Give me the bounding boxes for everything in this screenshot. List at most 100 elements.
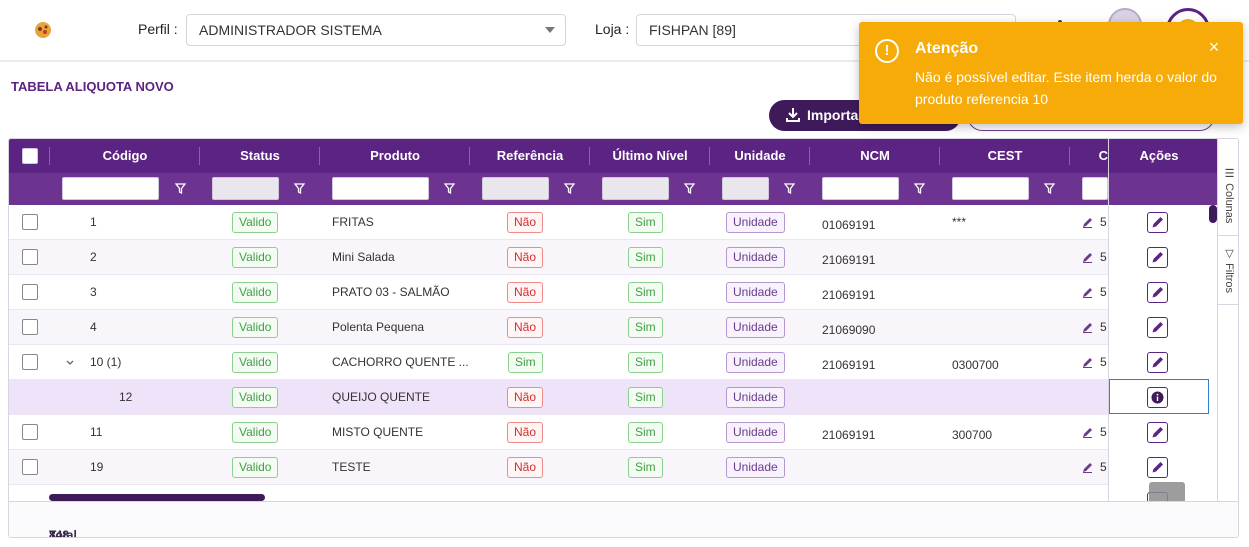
col-ultimo-nivel[interactable]: Último Nível bbox=[612, 148, 688, 163]
columns-tool[interactable]: ☰ Colunas bbox=[1223, 167, 1235, 224]
col-codigo[interactable]: Código bbox=[102, 148, 148, 163]
row-checkbox[interactable] bbox=[22, 249, 38, 265]
col-status[interactable]: Status bbox=[240, 148, 280, 163]
filter-icon[interactable] bbox=[294, 183, 305, 194]
table-row[interactable]: 1 Valido FRITAS Não Sim Unidade 01069191 *** 5 bbox=[9, 205, 1109, 240]
unidade-badge: Unidade bbox=[726, 352, 785, 373]
toast-title: Atenção bbox=[915, 40, 979, 57]
col-cest[interactable]: CEST bbox=[987, 148, 1023, 163]
cell-codigo: 1 bbox=[90, 215, 97, 229]
col-acoes: Ações bbox=[1139, 148, 1179, 163]
ultimo-nivel-badge: Sim bbox=[628, 422, 663, 443]
edit-button[interactable] bbox=[1147, 317, 1168, 338]
filter-status[interactable] bbox=[212, 177, 279, 200]
download-icon bbox=[786, 108, 800, 122]
chevron-down-icon[interactable] bbox=[66, 359, 74, 367]
referencia-badge: Não bbox=[507, 282, 544, 303]
table-row[interactable]: 11 Valido MISTO QUENTE Não Sim Unidade 2106919… bbox=[9, 415, 1109, 450]
col-unidade[interactable]: Unidade bbox=[734, 148, 786, 163]
filter-icon: ▽ bbox=[1223, 247, 1235, 260]
filter-cest[interactable] bbox=[952, 177, 1029, 200]
select-all-checkbox[interactable] bbox=[22, 148, 38, 164]
edit-icon[interactable] bbox=[1082, 357, 1093, 368]
cell-codigo: 4 bbox=[90, 320, 97, 334]
unidade-badge: Unidade bbox=[726, 247, 785, 268]
edit-button[interactable] bbox=[1147, 282, 1168, 303]
cell-cut: 5 bbox=[1100, 250, 1107, 264]
filter-icon[interactable] bbox=[914, 183, 925, 194]
row-checkbox[interactable] bbox=[22, 214, 38, 230]
perfil-value: ADMINISTRADOR SISTEMA bbox=[199, 22, 382, 38]
edit-icon bbox=[1152, 287, 1163, 298]
edit-icon[interactable] bbox=[1082, 287, 1093, 298]
row-checkbox[interactable] bbox=[22, 424, 38, 440]
cell-codigo: 2 bbox=[90, 250, 97, 264]
filter-icon[interactable] bbox=[175, 183, 186, 194]
edit-icon[interactable] bbox=[1082, 427, 1093, 438]
table-row[interactable]: 4 Valido Polenta Pequena Não Sim Unidade 21069… bbox=[9, 310, 1109, 345]
cell-codigo: 10 (1) bbox=[90, 355, 122, 369]
edit-icon[interactable] bbox=[1082, 322, 1093, 333]
filter-cut[interactable] bbox=[1082, 177, 1108, 200]
cell-ncm: 21069191 bbox=[822, 428, 876, 442]
cell-produto: TESTE bbox=[332, 460, 371, 474]
edit-button[interactable] bbox=[1147, 422, 1168, 443]
filter-produto[interactable] bbox=[332, 177, 429, 200]
table-row[interactable]: 12 Valido QUEIJO QUENTE Não Sim Unidade bbox=[9, 380, 1109, 415]
toast-message: Não é possível editar. Este item herda o… bbox=[915, 69, 1217, 107]
edit-icon[interactable] bbox=[1082, 462, 1093, 473]
edit-button[interactable] bbox=[1147, 247, 1168, 268]
cell-produto: PRATO 03 - SALMÃO bbox=[332, 285, 450, 299]
cell-codigo: 11 bbox=[90, 425, 103, 439]
perfil-select[interactable]: ADMINISTRADOR SISTEMA bbox=[186, 14, 566, 46]
table-row[interactable]: 2 Valido Mini Salada Não Sim Unidade 21069191 5 bbox=[9, 240, 1109, 275]
cell-codigo: 19 bbox=[90, 460, 104, 474]
filter-referencia[interactable] bbox=[482, 177, 549, 200]
unidade-badge: Unidade bbox=[726, 317, 785, 338]
edit-icon bbox=[1152, 217, 1163, 228]
row-checkbox[interactable] bbox=[22, 459, 38, 475]
status-badge: Valido bbox=[232, 387, 279, 408]
col-ncm[interactable]: NCM bbox=[860, 148, 890, 163]
col-referencia[interactable]: Referência bbox=[496, 148, 564, 163]
edit-button[interactable] bbox=[1147, 457, 1168, 478]
col-cut[interactable]: C bbox=[1098, 148, 1108, 163]
status-badge: Valido bbox=[232, 457, 279, 478]
table-row[interactable]: 10 (1) Valido CACHORRO QUENTE ... Sim Sim Uni… bbox=[9, 345, 1109, 380]
info-icon bbox=[1151, 391, 1164, 404]
edit-button[interactable] bbox=[1147, 352, 1168, 373]
referencia-badge: Não bbox=[507, 422, 544, 443]
ultimo-nivel-badge: Sim bbox=[628, 317, 663, 338]
edit-icon bbox=[1152, 462, 1163, 473]
row-checkbox[interactable] bbox=[22, 319, 38, 335]
filter-icon[interactable] bbox=[684, 183, 695, 194]
edit-icon[interactable] bbox=[1082, 217, 1093, 228]
unidade-badge: Unidade bbox=[726, 212, 785, 233]
edit-icon[interactable] bbox=[1082, 252, 1093, 263]
row-checkbox[interactable] bbox=[22, 284, 38, 300]
table-row[interactable]: 3 Valido PRATO 03 - SALMÃO Não Sim Unidade 210… bbox=[9, 275, 1109, 310]
filters-tool[interactable]: ▽ Filtros bbox=[1223, 247, 1235, 294]
row-checkbox[interactable] bbox=[22, 354, 38, 370]
info-button[interactable] bbox=[1147, 387, 1168, 408]
filter-ultimo-nivel[interactable] bbox=[602, 177, 669, 200]
app-logo[interactable] bbox=[33, 19, 53, 39]
filter-icon[interactable] bbox=[444, 183, 455, 194]
filter-codigo[interactable] bbox=[62, 177, 159, 200]
horizontal-scrollbar[interactable] bbox=[49, 494, 265, 501]
filter-ncm[interactable] bbox=[822, 177, 899, 200]
filter-icon[interactable] bbox=[784, 183, 795, 194]
col-produto[interactable]: Produto bbox=[370, 148, 420, 163]
filter-icon[interactable] bbox=[564, 183, 575, 194]
cell-produto: FRITAS bbox=[332, 215, 374, 229]
table-row[interactable]: 19 Valido TESTE Não Sim Unidade 5 bbox=[9, 450, 1109, 485]
cell-produto: MISTO QUENTE bbox=[332, 425, 424, 439]
filter-row bbox=[9, 173, 1217, 205]
filter-icon[interactable] bbox=[1044, 183, 1055, 194]
close-icon[interactable]: × bbox=[1208, 37, 1220, 57]
referencia-badge: Não bbox=[507, 317, 544, 338]
vertical-scrollbar[interactable] bbox=[1209, 205, 1217, 223]
edit-button[interactable] bbox=[1147, 212, 1168, 233]
filter-unidade[interactable] bbox=[722, 177, 769, 200]
loja-select[interactable]: FISHPAN [89] bbox=[636, 14, 1016, 46]
